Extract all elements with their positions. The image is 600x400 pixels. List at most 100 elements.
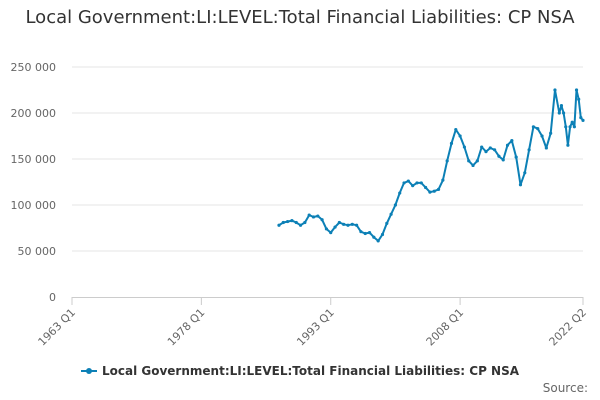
- data-point[interactable]: [572, 125, 576, 129]
- data-point[interactable]: [458, 134, 462, 138]
- data-point[interactable]: [557, 111, 561, 115]
- data-point[interactable]: [277, 223, 281, 227]
- data-point[interactable]: [380, 232, 385, 237]
- chart-title: Local Government:LI:LEVEL:Total Financia…: [25, 7, 575, 28]
- data-point[interactable]: [536, 127, 540, 131]
- data-point[interactable]: [303, 220, 307, 225]
- data-point[interactable]: [290, 219, 294, 223]
- data-point[interactable]: [402, 181, 406, 185]
- y-tick-label: 50 000: [18, 245, 57, 258]
- data-point[interactable]: [367, 231, 372, 235]
- data-point[interactable]: [505, 143, 510, 147]
- data-point[interactable]: [311, 215, 316, 219]
- legend-line-marker-icon: [80, 366, 97, 376]
- data-point[interactable]: [281, 220, 285, 225]
- gridlines: [72, 66, 583, 252]
- data-point[interactable]: [527, 148, 531, 152]
- data-point[interactable]: [406, 179, 410, 183]
- data-point[interactable]: [577, 97, 581, 101]
- data-point[interactable]: [363, 231, 367, 236]
- data-point[interactable]: [329, 231, 333, 235]
- data-point[interactable]: [346, 223, 350, 227]
- legend: Local Government:LI:LEVEL:Total Financia…: [0, 364, 600, 379]
- y-axis-tick-labels: 0 50 000 100 000 150 000 200 000 250 000: [11, 61, 57, 304]
- data-point[interactable]: [286, 219, 290, 224]
- data-point[interactable]: [454, 127, 458, 132]
- data-point[interactable]: [294, 220, 298, 225]
- data-point[interactable]: [566, 143, 570, 147]
- x-tick-label: 1978 Q1: [165, 306, 208, 349]
- data-point[interactable]: [561, 111, 566, 115]
- data-point[interactable]: [570, 120, 574, 124]
- data-point[interactable]: [398, 191, 402, 195]
- data-point[interactable]: [337, 220, 341, 225]
- data-point[interactable]: [531, 125, 536, 129]
- data-point[interactable]: [544, 146, 548, 150]
- data-point[interactable]: [581, 118, 585, 122]
- y-tick-label: 250 000: [11, 61, 57, 74]
- x-tick-label: 2008 Q1: [424, 306, 467, 349]
- data-point[interactable]: [307, 213, 311, 217]
- data-point[interactable]: [298, 223, 303, 227]
- y-tick-label: 200 000: [11, 107, 57, 120]
- data-point[interactable]: [549, 131, 553, 135]
- data-point[interactable]: [449, 141, 454, 145]
- data-point[interactable]: [574, 88, 579, 92]
- data-point[interactable]: [432, 189, 436, 193]
- data-point[interactable]: [385, 221, 389, 225]
- data-point[interactable]: [389, 212, 393, 216]
- data-point[interactable]: [518, 183, 523, 187]
- data-point[interactable]: [480, 145, 484, 149]
- y-tick-label: 150 000: [11, 153, 57, 166]
- data-point[interactable]: [436, 187, 441, 191]
- data-point[interactable]: [355, 223, 359, 227]
- data-point[interactable]: [568, 125, 572, 129]
- y-tick-label: 0: [49, 291, 56, 304]
- y-tick-label: 100 000: [11, 199, 57, 212]
- data-point[interactable]: [475, 159, 479, 163]
- data-point[interactable]: [492, 148, 497, 152]
- data-point[interactable]: [342, 222, 346, 226]
- data-point[interactable]: [471, 163, 475, 168]
- x-tick-label: 2022 Q2: [547, 306, 590, 349]
- data-point[interactable]: [350, 222, 354, 226]
- data-point[interactable]: [559, 104, 564, 108]
- data-point[interactable]: [488, 146, 492, 150]
- data-point[interactable]: [424, 185, 428, 190]
- data-point[interactable]: [553, 88, 557, 92]
- series-line-group: [277, 88, 585, 243]
- legend-label: Local Government:LI:LEVEL:Total Financia…: [101, 364, 520, 378]
- legend-item[interactable]: Local Government:LI:LEVEL:Total Financia…: [80, 364, 520, 378]
- data-point[interactable]: [501, 158, 505, 162]
- data-point[interactable]: [579, 116, 583, 120]
- data-point[interactable]: [497, 154, 501, 158]
- data-point[interactable]: [484, 150, 488, 154]
- data-point[interactable]: [415, 181, 419, 185]
- x-tick-label: 1963 Q1: [36, 306, 79, 349]
- data-point[interactable]: [523, 171, 527, 175]
- data-point[interactable]: [320, 218, 324, 222]
- data-point[interactable]: [324, 227, 329, 231]
- data-point[interactable]: [333, 225, 337, 229]
- source-label: Source:: [542, 381, 588, 395]
- data-point[interactable]: [462, 145, 467, 149]
- data-point[interactable]: [376, 239, 380, 243]
- data-point[interactable]: [316, 214, 320, 218]
- data-point[interactable]: [359, 230, 363, 234]
- data-point[interactable]: [467, 159, 471, 163]
- data-point[interactable]: [441, 178, 445, 182]
- data-point[interactable]: [445, 159, 449, 163]
- data-point[interactable]: [411, 184, 415, 188]
- data-point[interactable]: [564, 125, 568, 129]
- data-point[interactable]: [514, 155, 518, 159]
- data-point[interactable]: [393, 203, 398, 207]
- axes: [71, 297, 584, 305]
- x-tick-label: 1993 Q1: [294, 306, 337, 349]
- data-point[interactable]: [419, 181, 423, 185]
- data-point[interactable]: [372, 235, 376, 239]
- x-axis-tick-labels: 1963 Q1 1978 Q1 1993 Q1 2008 Q1 2022 Q2: [36, 306, 590, 349]
- data-point[interactable]: [510, 139, 514, 143]
- data-point[interactable]: [428, 190, 432, 194]
- data-point[interactable]: [540, 134, 544, 138]
